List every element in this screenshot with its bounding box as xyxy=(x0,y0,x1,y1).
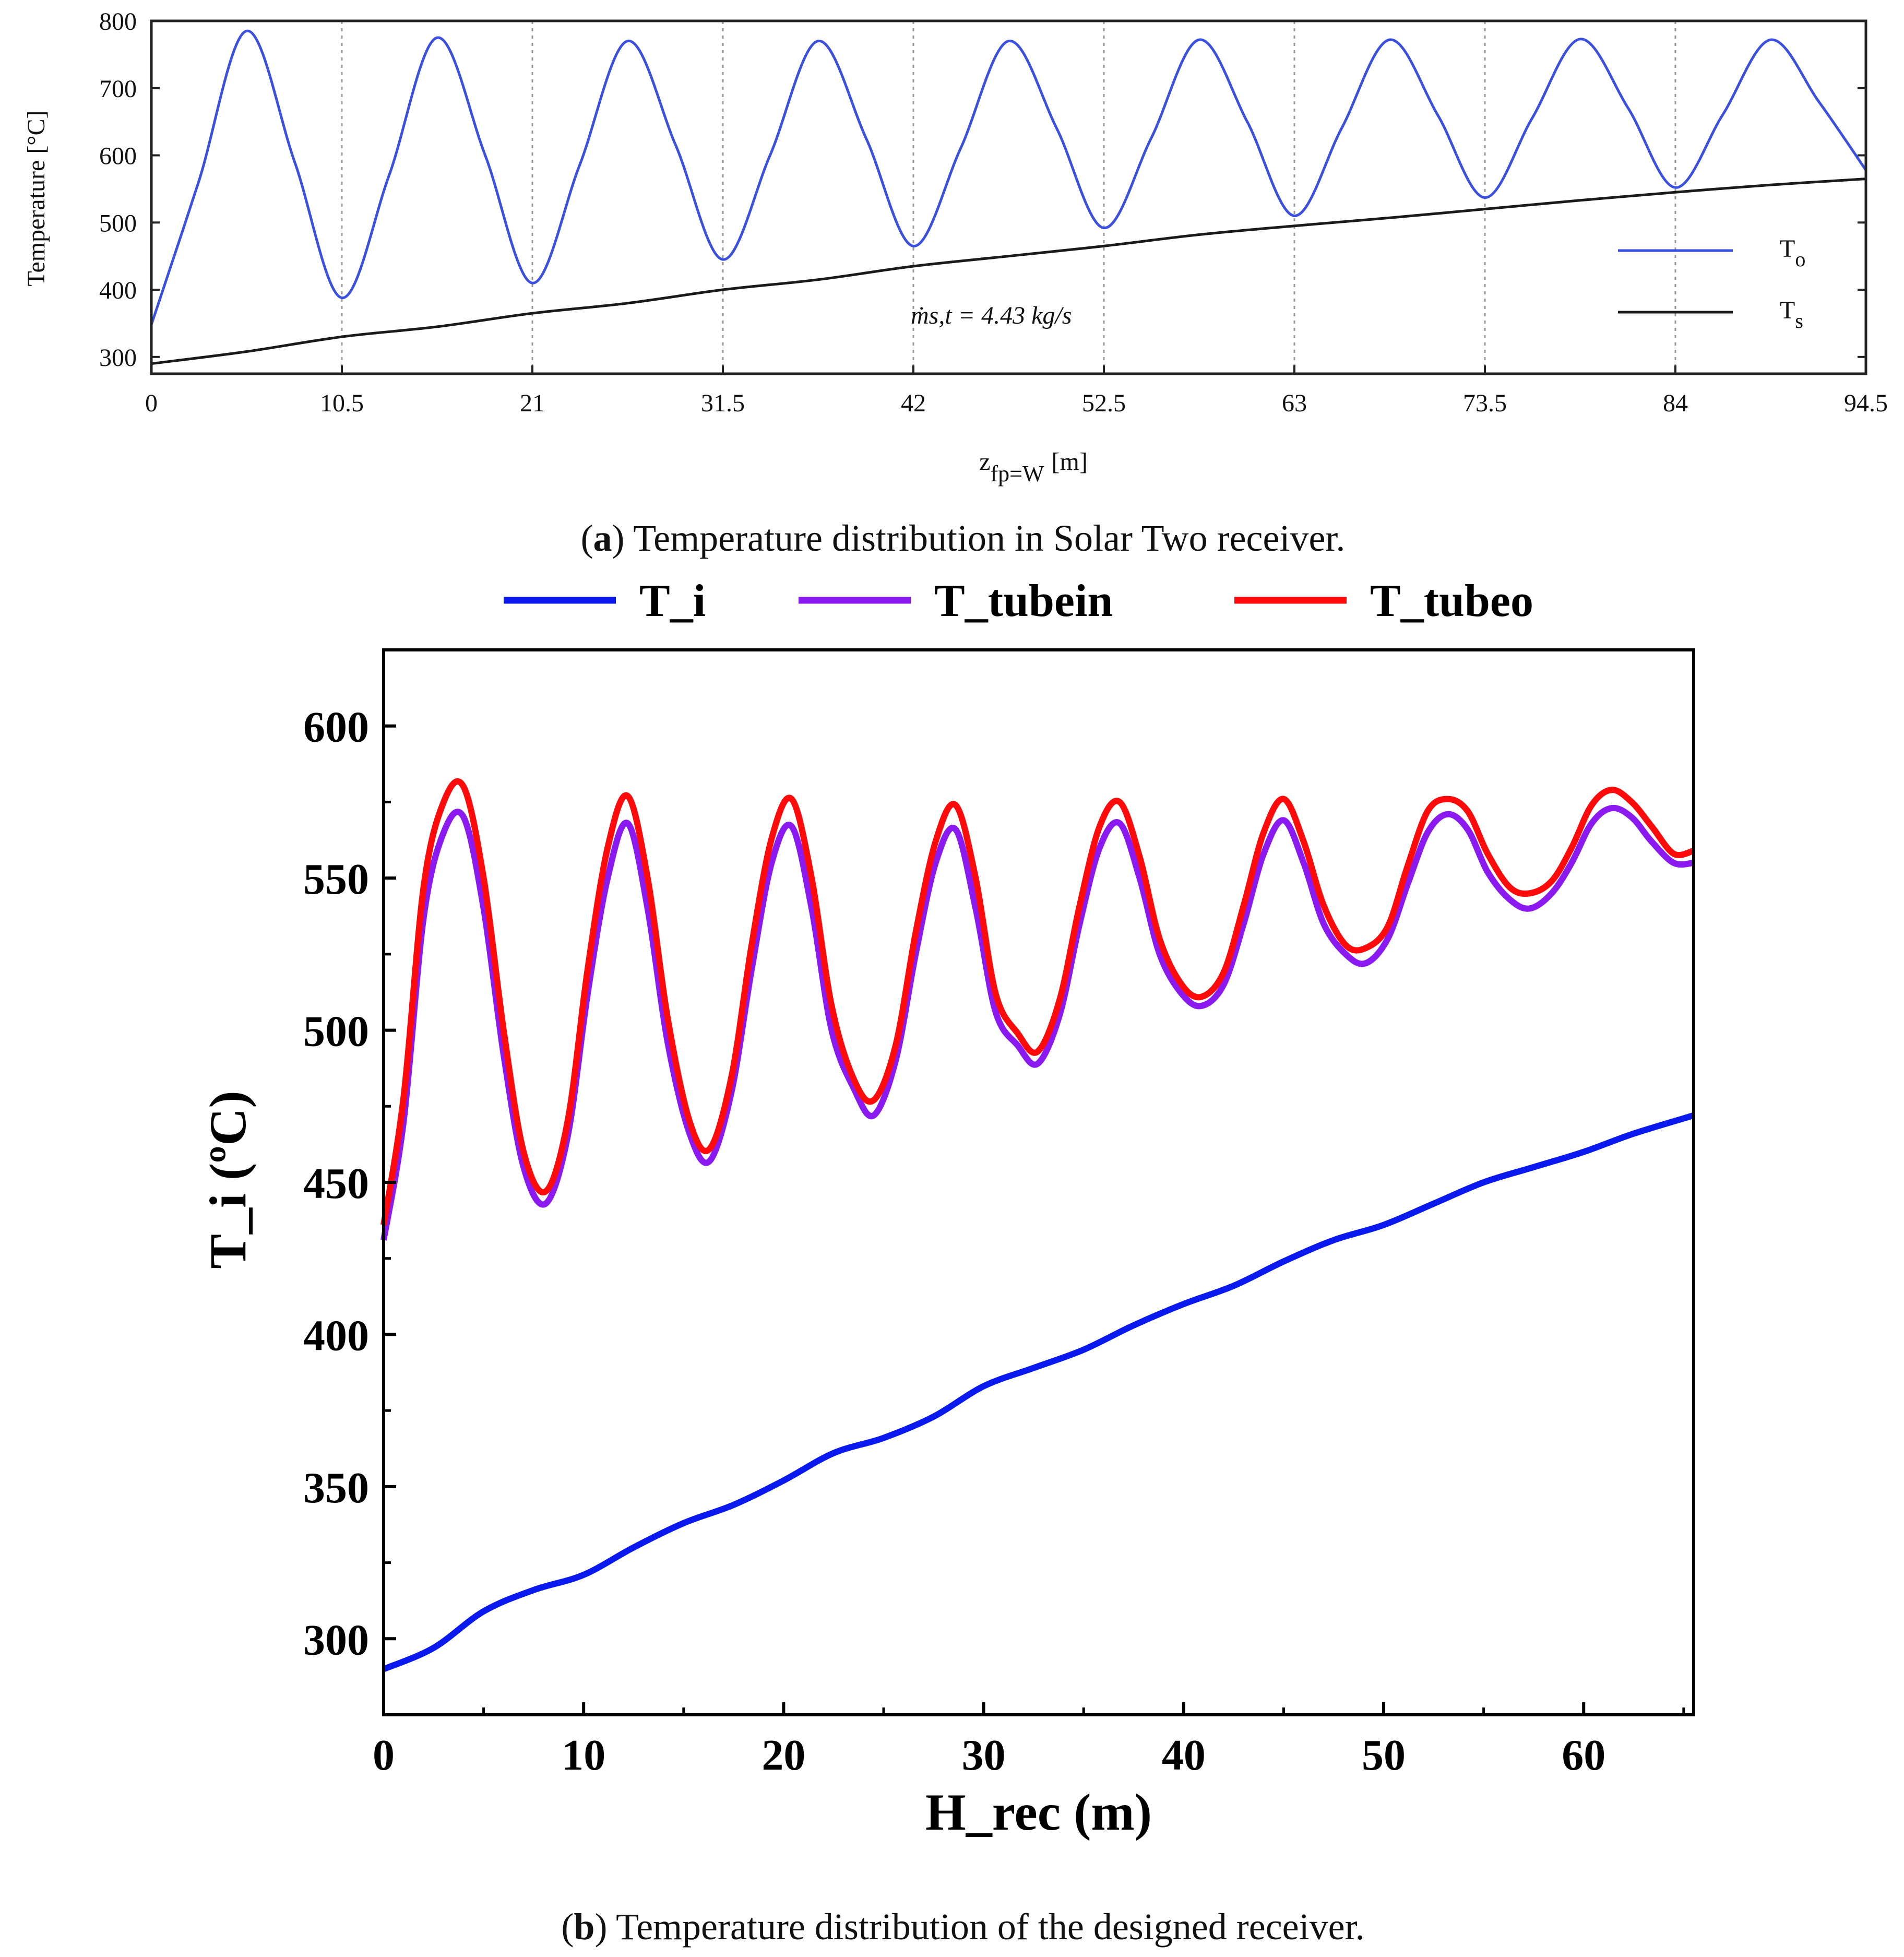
panel-a-legend: To Ts xyxy=(1618,235,1805,333)
panel-b-y-tick-label-0: 300 xyxy=(303,1616,369,1664)
panel-a-x-tick-label-4: 42 xyxy=(901,389,926,417)
panel-a-series-to xyxy=(150,29,1867,325)
panel-b-series xyxy=(380,778,1695,1673)
panel-b-x-axis-label: H_rec (m) xyxy=(925,1783,1152,1841)
panel-a-x-axis-label-main: z xyxy=(979,448,990,476)
panel-a-series-ts xyxy=(151,177,1866,365)
panel-b-y-tick-label-4: 500 xyxy=(303,1007,369,1056)
panel-a-x-tick-label-0: 0 xyxy=(145,389,158,417)
panel-b-y-tick-label-6: 600 xyxy=(303,703,369,752)
panel-a-legend-label-to: To xyxy=(1780,235,1805,271)
panel-a-y-tick-label-2: 500 xyxy=(99,209,137,237)
panel-b-x-tick-label-2: 20 xyxy=(761,1731,805,1780)
panel-b-x-tick-label-4: 40 xyxy=(1162,1731,1206,1780)
panel-a-x-tick-label-3: 31.5 xyxy=(701,389,745,417)
panel-b-legend-label-t-tubein: T_tubein xyxy=(934,576,1113,626)
panel-a: 0 10.5 21 31.5 42 52.5 63 73.5 84 94.5 300 400 500 60… xyxy=(22,8,1888,559)
panel-b-caption: (b) Temperature distribution of the desi… xyxy=(561,1906,1364,1948)
panel-b-x-tick-label-5: 50 xyxy=(1362,1731,1406,1780)
panel-b-y-tick-label-3: 450 xyxy=(303,1159,369,1208)
panel-a-caption: (a) Temperature distribution in Solar Tw… xyxy=(581,517,1346,559)
panel-b-y-axis-label: T_i (ºC) xyxy=(199,1090,257,1268)
panel-b-legend-label-t-tubeo: T_tubeo xyxy=(1370,576,1533,626)
panel-b-x-tick-label-6: 60 xyxy=(1562,1731,1605,1780)
panel-b-y-tick-label-1: 350 xyxy=(303,1464,369,1512)
panel-b-series-t-tubeo xyxy=(380,778,1695,1226)
panel-a-y-tick-label-5: 800 xyxy=(99,8,137,35)
panel-a-caption-label: a xyxy=(593,517,612,559)
panel-b-y-tick-label-2: 400 xyxy=(303,1311,369,1360)
panel-a-x-tick-label-5: 52.5 xyxy=(1082,389,1126,417)
panel-b-plot-frame xyxy=(382,648,1695,1716)
panel-a-ticks: 0 10.5 21 31.5 42 52.5 63 73.5 84 94.5 300 400 500 60… xyxy=(99,8,1888,417)
panel-b-y-tick-label-5: 550 xyxy=(303,855,369,904)
panel-b-series-t-i xyxy=(382,1112,1695,1673)
panel-b-caption-text: ) Temperature distribution of the design… xyxy=(594,1906,1364,1948)
panel-b-x-tick-label-1: 10 xyxy=(562,1731,605,1780)
panel-b: T_i T_tubein T_tubeo 0 10 20 30 40 50 60 300 350… xyxy=(199,576,1695,1948)
panel-a-flow-annotation: ṁs,t = 4.43 kg/s xyxy=(911,302,1072,329)
panel-a-x-axis-label: zfp=W [m] xyxy=(979,448,1088,487)
panel-a-x-axis-label-unit: [m] xyxy=(1052,448,1088,476)
panel-a-x-axis-label-sub: fp=W xyxy=(991,461,1044,487)
panel-a-x-tick-label-9: 94.5 xyxy=(1844,389,1888,417)
panel-a-legend-label-ts: Ts xyxy=(1780,296,1803,333)
panel-a-y-tick-label-1: 400 xyxy=(99,277,137,304)
panel-a-x-tick-label-2: 21 xyxy=(520,389,545,417)
panel-a-y-tick-label-4: 700 xyxy=(99,75,137,103)
panel-a-x-tick-label-6: 63 xyxy=(1282,389,1307,417)
panel-a-x-tick-label-7: 73.5 xyxy=(1463,389,1507,417)
panel-a-y-tick-label-0: 300 xyxy=(99,344,137,372)
panel-a-x-tick-label-1: 10.5 xyxy=(320,389,364,417)
panel-b-x-tick-label-3: 30 xyxy=(962,1731,1006,1780)
panel-a-plot-frame xyxy=(150,19,1867,375)
panel-a-x-tick-label-8: 84 xyxy=(1663,389,1688,417)
panel-a-series xyxy=(150,29,1867,365)
panel-a-gridlines xyxy=(341,21,1676,374)
panel-b-ticks: 0 10 20 30 40 50 60 300 350 400 450 500 550 600 xyxy=(303,703,1685,1780)
panel-b-caption-label: b xyxy=(574,1906,594,1948)
panel-a-y-tick-label-3: 600 xyxy=(99,143,137,170)
panel-b-legend: T_i T_tubein T_tubeo xyxy=(504,576,1533,626)
panel-a-y-axis-label: Temperature [°C] xyxy=(22,110,50,286)
panel-a-caption-text: ) Temperature distribution in Solar Two … xyxy=(612,517,1346,559)
panel-b-legend-label-t-i: T_i xyxy=(639,576,706,626)
panel-b-x-tick-label-0: 0 xyxy=(373,1731,395,1780)
